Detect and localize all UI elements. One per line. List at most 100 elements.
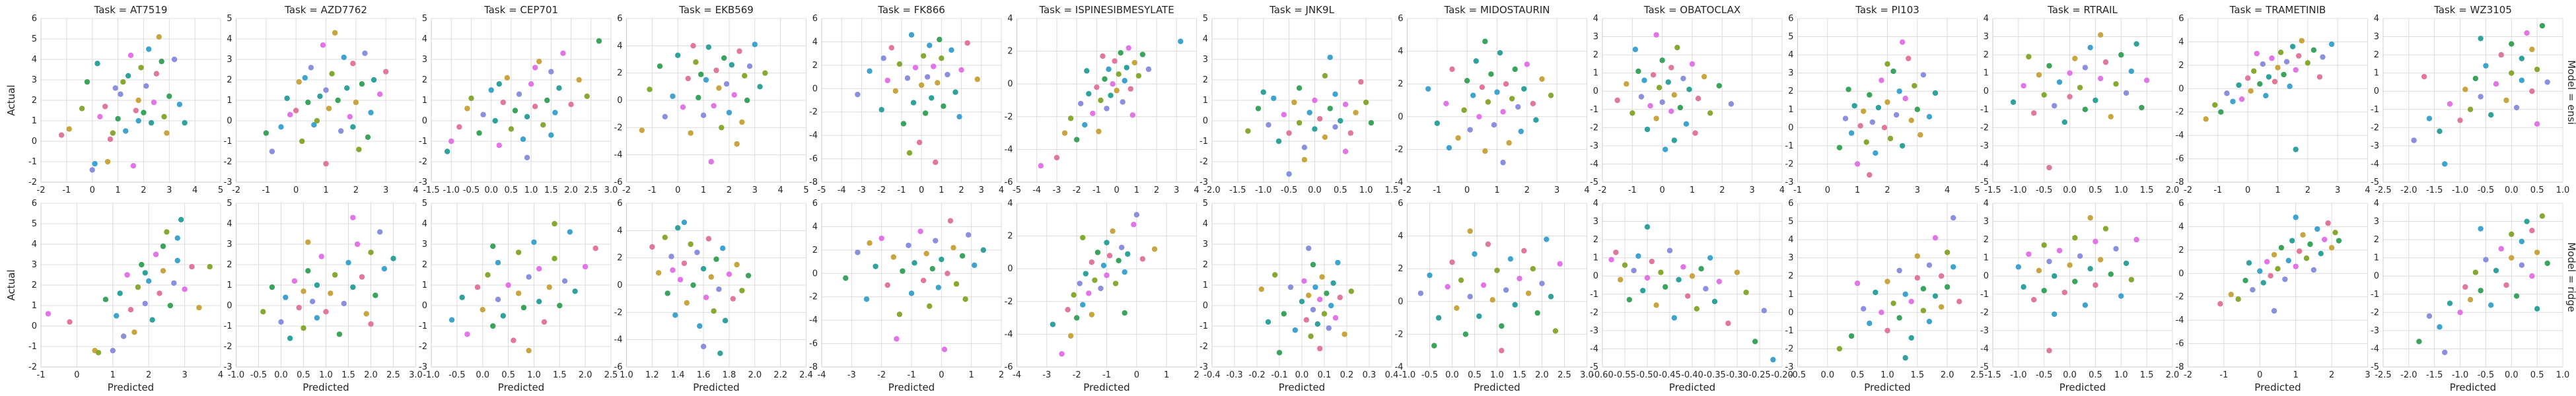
x-tick-label: 2 — [1154, 185, 1159, 195]
data-point — [1480, 282, 1487, 288]
data-point — [677, 277, 684, 282]
data-point — [576, 77, 582, 83]
data-point — [1151, 246, 1158, 252]
data-point — [1884, 61, 1890, 67]
data-point — [2316, 74, 2323, 80]
y-tick-label: 3 — [2374, 217, 2379, 227]
data-point — [584, 93, 590, 99]
x-tick-label: 1.0 — [319, 370, 333, 380]
data-point — [2052, 273, 2057, 279]
data-point — [596, 38, 602, 44]
y-tick-label: -3 — [419, 362, 427, 372]
x-tick-label: 1.0 — [2114, 370, 2128, 380]
x-tick-label: 0.5 — [2530, 370, 2544, 380]
x-tick-label: 0.0 — [1308, 185, 1322, 195]
data-point — [1038, 163, 1044, 169]
y-tick-label: 5 — [1788, 217, 1793, 227]
y-tick-label: -2 — [419, 157, 427, 167]
x-tick-label: -0.60 — [1591, 370, 1614, 380]
data-point — [931, 63, 937, 69]
facet-panel-15: -1.0 -0.5 0.0 0.5 1.0 1.5 2.0 2.5 -3 -2 -1 0 1 2 3 4 5 Pr… — [419, 199, 618, 393]
data-point — [1932, 293, 1939, 299]
data-point — [1446, 145, 1452, 151]
x-tick-label: -1 — [2219, 370, 2228, 380]
data-point — [526, 348, 532, 354]
data-point — [1467, 294, 1473, 300]
data-point — [123, 128, 129, 134]
data-point — [681, 260, 688, 267]
data-point — [878, 106, 884, 113]
y-tick-label: -3 — [419, 178, 427, 187]
data-point — [929, 266, 935, 272]
data-point — [344, 85, 350, 91]
y-tick-label: 2 — [1203, 75, 1208, 85]
y-tick-label: 2 — [2178, 246, 2184, 255]
x-tick-label: 2.0 — [564, 185, 578, 195]
y-tick-label: 2 — [1398, 79, 1403, 89]
y-tick-label: -2 — [1199, 157, 1208, 167]
data-point — [2010, 99, 2017, 105]
data-point — [269, 284, 275, 290]
data-point — [939, 256, 945, 263]
y-tick-label: -4 — [1005, 329, 1013, 339]
y-tick-label: -1 — [2371, 290, 2379, 300]
data-point — [2052, 103, 2057, 109]
data-point — [118, 91, 124, 97]
data-point — [1312, 126, 1318, 132]
data-point — [1908, 298, 1914, 304]
data-point — [929, 95, 935, 101]
y-tick-label: 3 — [1593, 32, 1598, 42]
y-tick-label: 6 — [1788, 14, 1793, 24]
x-tick-label: 2 — [1194, 370, 1199, 380]
data-point — [892, 88, 899, 94]
y-tick-label: 0 — [2178, 84, 2184, 94]
y-tick-label: -2 — [1785, 159, 1794, 169]
data-point — [2310, 267, 2317, 273]
data-point — [1854, 280, 1861, 286]
data-point — [2072, 235, 2078, 241]
y-tick-label: 0 — [1203, 116, 1208, 126]
data-point — [1861, 108, 1867, 114]
data-point — [1622, 262, 1628, 268]
data-point — [2218, 109, 2224, 115]
data-point — [2305, 60, 2311, 66]
y-tick-label: -3 — [224, 178, 233, 187]
data-point — [664, 290, 670, 296]
data-point — [135, 97, 141, 104]
data-point — [974, 76, 980, 82]
data-point — [269, 148, 275, 154]
data-point — [1082, 122, 1088, 128]
data-point — [1902, 291, 1908, 297]
data-point — [2098, 75, 2104, 82]
data-point — [713, 67, 719, 73]
data-point — [371, 77, 377, 83]
y-tick-label: 4 — [2178, 37, 2184, 47]
data-point — [843, 275, 849, 281]
y-tick-label: -4 — [1395, 362, 1404, 372]
data-point — [2212, 102, 2218, 108]
data-point — [2244, 75, 2251, 81]
data-point — [2293, 67, 2299, 73]
data-point — [2272, 79, 2278, 84]
x-tick-label: -1.0 — [2452, 185, 2468, 195]
x-tick-label: 0 — [293, 185, 299, 195]
data-point — [1461, 107, 1467, 114]
y-tick-label: 1 — [1984, 253, 1989, 263]
y-tick-label: -6 — [2176, 339, 2184, 349]
data-point — [45, 311, 52, 317]
data-point — [690, 43, 696, 49]
x-tick-label: 0 — [1114, 185, 1119, 195]
y-tick-label: 4 — [227, 34, 232, 44]
data-point — [1938, 273, 1945, 279]
data-point — [2108, 114, 2114, 119]
x-tick-label: 5 — [1974, 185, 1980, 195]
data-point — [1089, 259, 1095, 265]
x-tick-label: 3.0 — [1580, 370, 1594, 380]
data-point — [2478, 288, 2484, 294]
data-point — [278, 124, 284, 130]
data-point — [1521, 86, 1527, 92]
y-tick-label: 0 — [1398, 112, 1403, 122]
data-point — [1328, 302, 1334, 309]
x-tick-label: -0.5 — [1281, 185, 1297, 195]
y-tick-label: -3 — [1199, 362, 1208, 372]
